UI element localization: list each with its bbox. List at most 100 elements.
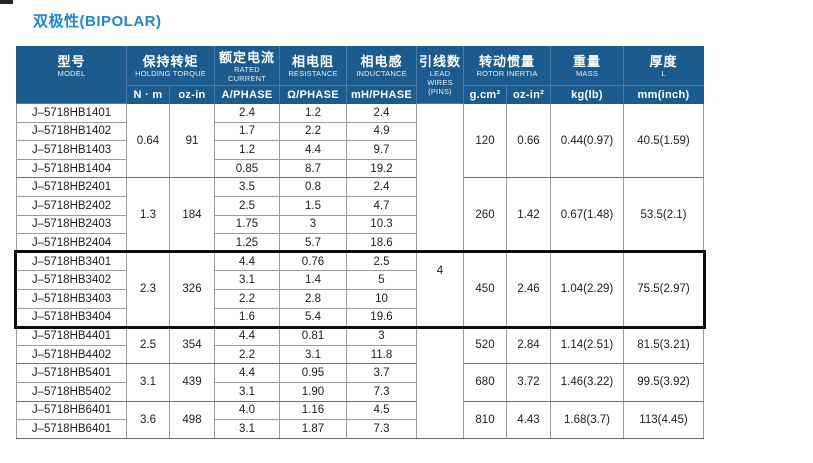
cell-resistance: 1.87 xyxy=(279,419,347,439)
cell-rotor-inertia-ozin2: 3.72 xyxy=(506,363,551,402)
unit-thickness: mm(inch) xyxy=(623,85,704,104)
cell-holding-torque-nm: 3.6 xyxy=(126,400,170,439)
cell-inductance: 2.4 xyxy=(346,103,417,123)
cell-rotor-inertia-gcm2: 680 xyxy=(463,363,507,402)
table-row: J–5718HB4402 2.2 3.1 11.8 xyxy=(16,344,704,365)
cell-rotor-inertia-gcm2: 260 xyxy=(463,177,507,253)
cell-model: J–5718HB3402 xyxy=(16,270,127,290)
cell-model: J–5718HB2402 xyxy=(16,195,127,216)
table-row: J–5718HB2403 1.75 3 10.3 xyxy=(16,214,704,235)
cell-rated-current: 1.2 xyxy=(214,140,280,160)
cell-holding-torque-ozin: 184 xyxy=(169,177,215,253)
table-row: J–5718HB2402 2.5 1.5 4.7 xyxy=(16,195,704,216)
cell-model: J–5718HB4401 xyxy=(16,326,127,346)
cell-model: J–5718HB2404 xyxy=(16,233,127,253)
cell-rated-current: 4.4 xyxy=(214,363,280,383)
cell-resistance: 1.5 xyxy=(279,195,347,216)
table-row: J–5718HB2404 1.25 5.7 18.6 xyxy=(16,233,704,253)
unit-rotor-inertia-gcm2: g.cm² xyxy=(463,85,507,104)
cell-inductance: 4.9 xyxy=(346,121,417,142)
table-row: J–5718HB3403 2.2 2.8 10 xyxy=(16,288,704,309)
spec-table-wrap: 型号 MODEL 保持转矩 HOLDING TORQUE 额定电流 RATED … xyxy=(16,46,704,439)
cell-model: J–5718HB3403 xyxy=(16,288,127,309)
col-header-lead-wires-en: LEAD WIRES xyxy=(427,69,453,87)
cell-holding-torque-ozin: 439 xyxy=(169,363,215,402)
cell-rotor-inertia-ozin2: 0.66 xyxy=(506,102,551,179)
col-header-resistance-zh: 相电阻 xyxy=(291,54,334,69)
cell-resistance: 4.4 xyxy=(279,140,347,160)
cell-inductance: 2.4 xyxy=(346,177,417,197)
table-row: J–5718HB2401 1.3 184 3.5 0.8 2.4 260 1.42 0.67(1… xyxy=(16,177,704,253)
table-row: J–5718HB1402 1.7 2.2 4.9 xyxy=(16,121,704,142)
cell-lead-wires: 4 xyxy=(416,103,464,439)
cell-model: J–5718HB1401 xyxy=(16,103,127,123)
col-header-mass-zh: 重量 xyxy=(572,54,601,69)
cell-thickness: 113(4.45) xyxy=(623,400,704,439)
cell-rated-current: 3.1 xyxy=(214,381,280,402)
cell-holding-torque-nm: 3.1 xyxy=(126,363,170,402)
cell-inductance: 7.3 xyxy=(346,381,417,402)
cell-resistance: 5.4 xyxy=(279,307,347,328)
cell-rated-current: 4.4 xyxy=(214,326,280,346)
cell-holding-torque-nm: 0.64 xyxy=(126,102,170,179)
cell-holding-torque-nm: 1.3 xyxy=(126,177,170,253)
cell-resistance: 1.90 xyxy=(279,381,347,402)
cell-inductance: 3 xyxy=(346,326,417,346)
cell-rated-current: 1.25 xyxy=(214,233,280,253)
cell-thickness: 40.5(1.59) xyxy=(623,102,704,179)
cell-resistance: 3 xyxy=(279,214,347,235)
cell-rated-current: 1.6 xyxy=(214,307,280,328)
cell-model: J–5718HB4402 xyxy=(16,344,127,365)
cell-resistance: 0.95 xyxy=(279,363,347,383)
cell-resistance: 0.76 xyxy=(279,251,347,272)
cell-rated-current: 2.2 xyxy=(214,288,280,309)
cell-rotor-inertia-gcm2: 520 xyxy=(463,326,507,365)
cell-inductance: 2.5 xyxy=(346,251,417,272)
cell-holding-torque-nm: 2.5 xyxy=(126,326,170,365)
unit-inductance: mH/PHASE xyxy=(346,85,417,104)
cell-rated-current: 2.5 xyxy=(214,195,280,216)
table-row: J–5718HB6401 3.1 1.87 7.3 xyxy=(16,419,704,439)
table-row: J–5718HB4401 2.5 354 4.4 0.81 3 520 2.84 1.14(2.… xyxy=(16,326,704,365)
col-header-rated-current-en: RATED CURRENT xyxy=(227,64,267,83)
cell-rated-current: 3.1 xyxy=(214,419,280,439)
cell-resistance: 8.7 xyxy=(279,158,347,179)
cell-rotor-inertia-ozin2: 2.84 xyxy=(506,326,551,365)
cell-rated-current: 1.7 xyxy=(214,121,280,142)
cell-rotor-inertia-ozin2: 1.42 xyxy=(506,177,551,253)
cell-inductance: 3.7 xyxy=(346,363,417,383)
unit-rotor-inertia-ozin2: oz-in² xyxy=(506,85,551,104)
unit-holding-torque-ozin: oz-in xyxy=(169,85,215,104)
cell-rotor-inertia-gcm2: 810 xyxy=(463,400,507,439)
table-row: J–5718HB3402 3.1 1.4 5 xyxy=(16,270,704,290)
cell-resistance: 3.1 xyxy=(279,344,347,365)
cell-thickness: 53.5(2.1) xyxy=(623,177,704,253)
col-header-rotor-inertia-zh: 转动惯量 xyxy=(478,54,535,69)
cell-mass: 1.04(2.29) xyxy=(550,251,624,328)
col-header-thickness: 厚度 L xyxy=(623,46,704,86)
cell-resistance: 1.4 xyxy=(279,270,347,290)
cell-resistance: 5.7 xyxy=(279,233,347,253)
col-header-resistance-en: RESISTANCE xyxy=(288,69,338,78)
cell-model: J–5718HB5402 xyxy=(16,381,127,402)
table-row: J–5718HB3401 2.3 326 4.4 0.76 2.5 450 2.46 1.04(… xyxy=(16,251,704,328)
table-row: J–5718HB3404 1.6 5.4 19.6 xyxy=(16,307,704,328)
col-header-holding-torque-zh: 保持转矩 xyxy=(142,54,199,69)
cell-inductance: 10 xyxy=(346,288,417,309)
cell-holding-torque-nm: 2.3 xyxy=(126,251,170,328)
col-header-model: 型号 MODEL xyxy=(16,46,127,104)
table-row: J–5718HB1401 0.64 91 2.4 1.2 2.4 4 120 0.66 0.44(… xyxy=(16,102,704,439)
col-header-inductance-en: INDUCTANCE xyxy=(356,69,407,78)
table-row: J–5718HB5402 3.1 1.90 7.3 xyxy=(16,381,704,402)
cell-inductance: 4.5 xyxy=(346,400,417,421)
cell-mass: 1.68(3.7) xyxy=(550,400,624,439)
cell-rated-current: 4.4 xyxy=(214,251,280,272)
col-header-rotor-inertia: 转动惯量 ROTOR INERTIA xyxy=(463,46,551,86)
cell-rated-current: 2.4 xyxy=(214,103,280,123)
cell-thickness: 75.5(2.97) xyxy=(623,251,704,328)
table-row: J–5718HB5401 3.1 439 4.4 0.95 3.7 680 3.72 1.46(… xyxy=(16,363,704,402)
cell-resistance: 0.8 xyxy=(279,177,347,197)
cell-mass: 0.67(1.48) xyxy=(550,177,624,253)
cell-model: J–5718HB3401 xyxy=(16,251,127,272)
